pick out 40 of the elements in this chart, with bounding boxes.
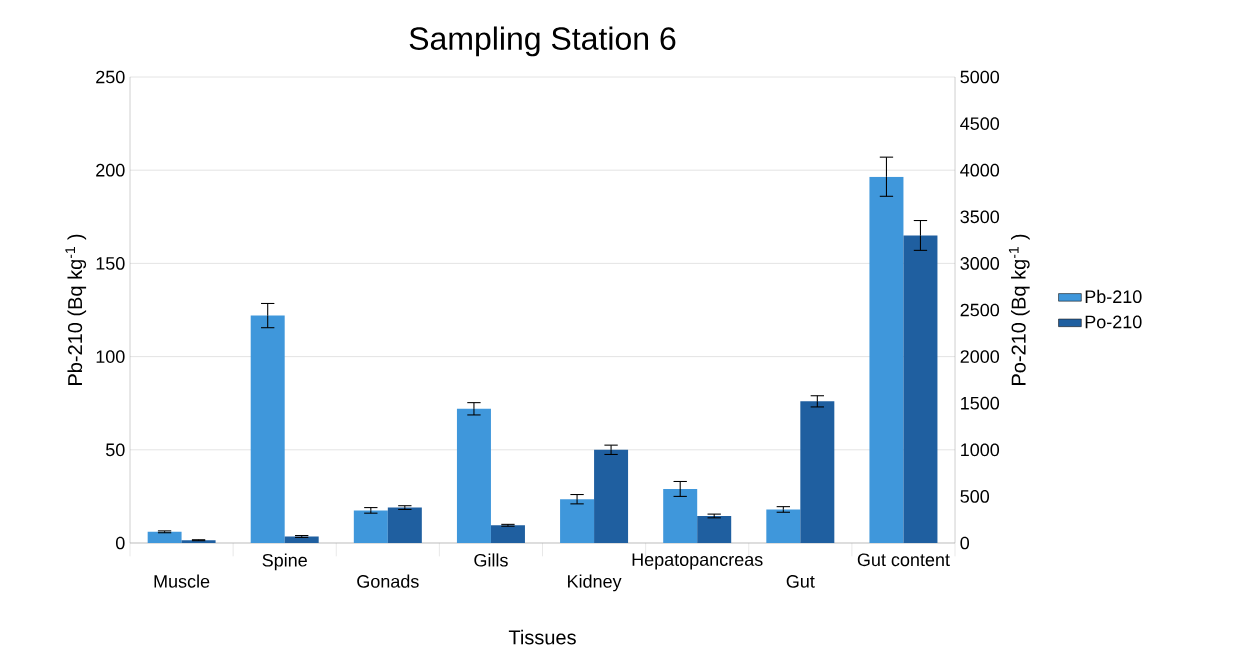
y-tick-label: 0 — [116, 536, 125, 550]
bar — [766, 509, 801, 543]
bar — [594, 449, 629, 543]
x-tick-label: Muscle — [154, 574, 210, 588]
bar — [663, 488, 698, 543]
bar — [456, 408, 491, 543]
bar — [284, 536, 319, 543]
x-tick-label: Hepatopancreas — [632, 553, 763, 570]
bar — [147, 531, 182, 543]
x-tick-label: Gut — [786, 575, 815, 588]
y2-tick-label: 3500 — [960, 210, 1000, 224]
y-tick-label: 50 — [105, 443, 125, 457]
y2-tick-label: 2000 — [960, 350, 1000, 363]
y2-tick-label: 3000 — [960, 257, 1000, 270]
y-tick-label: 150 — [96, 257, 125, 270]
y2-tick-label: 4000 — [960, 163, 1000, 177]
chart-title: Sampling Station 6 — [409, 26, 676, 57]
bar — [490, 525, 525, 543]
y2-tick-label: 1500 — [961, 396, 1000, 410]
y-tick-label: 200 — [96, 163, 125, 177]
bar — [800, 401, 835, 543]
y2-tick-label: 5000 — [960, 70, 1000, 84]
y2-tick-label: 500 — [960, 490, 990, 503]
y2-tick-label: 0 — [960, 536, 970, 550]
x-tick-label: Gills — [474, 553, 508, 567]
legend-label: Po-210 — [1085, 315, 1142, 329]
bar — [250, 315, 285, 543]
legend-label: Pb-210 — [1085, 289, 1142, 304]
x-tick-label: Gonads — [357, 574, 419, 588]
x-tick-label: Spine — [262, 553, 307, 571]
y2-axis-title: Po-210 (Bq kg$^{-1}$ ) — [1008, 234, 1030, 385]
x-axis-title: Tissues — [508, 629, 576, 645]
y-tick-label: 100 — [96, 350, 125, 363]
y2-tick-label: 2500 — [960, 303, 1000, 317]
x-tick-label: Kidney — [568, 574, 622, 592]
y2-tick-label: 1000 — [961, 443, 1000, 457]
y-axis-title: Pb-210 (Bq kg$^{-1}$ ) — [65, 234, 87, 385]
y-tick-label: 250 — [96, 70, 125, 84]
x-tick-label: Gut content — [857, 553, 950, 567]
y2-tick-label: 4500 — [960, 117, 1000, 130]
